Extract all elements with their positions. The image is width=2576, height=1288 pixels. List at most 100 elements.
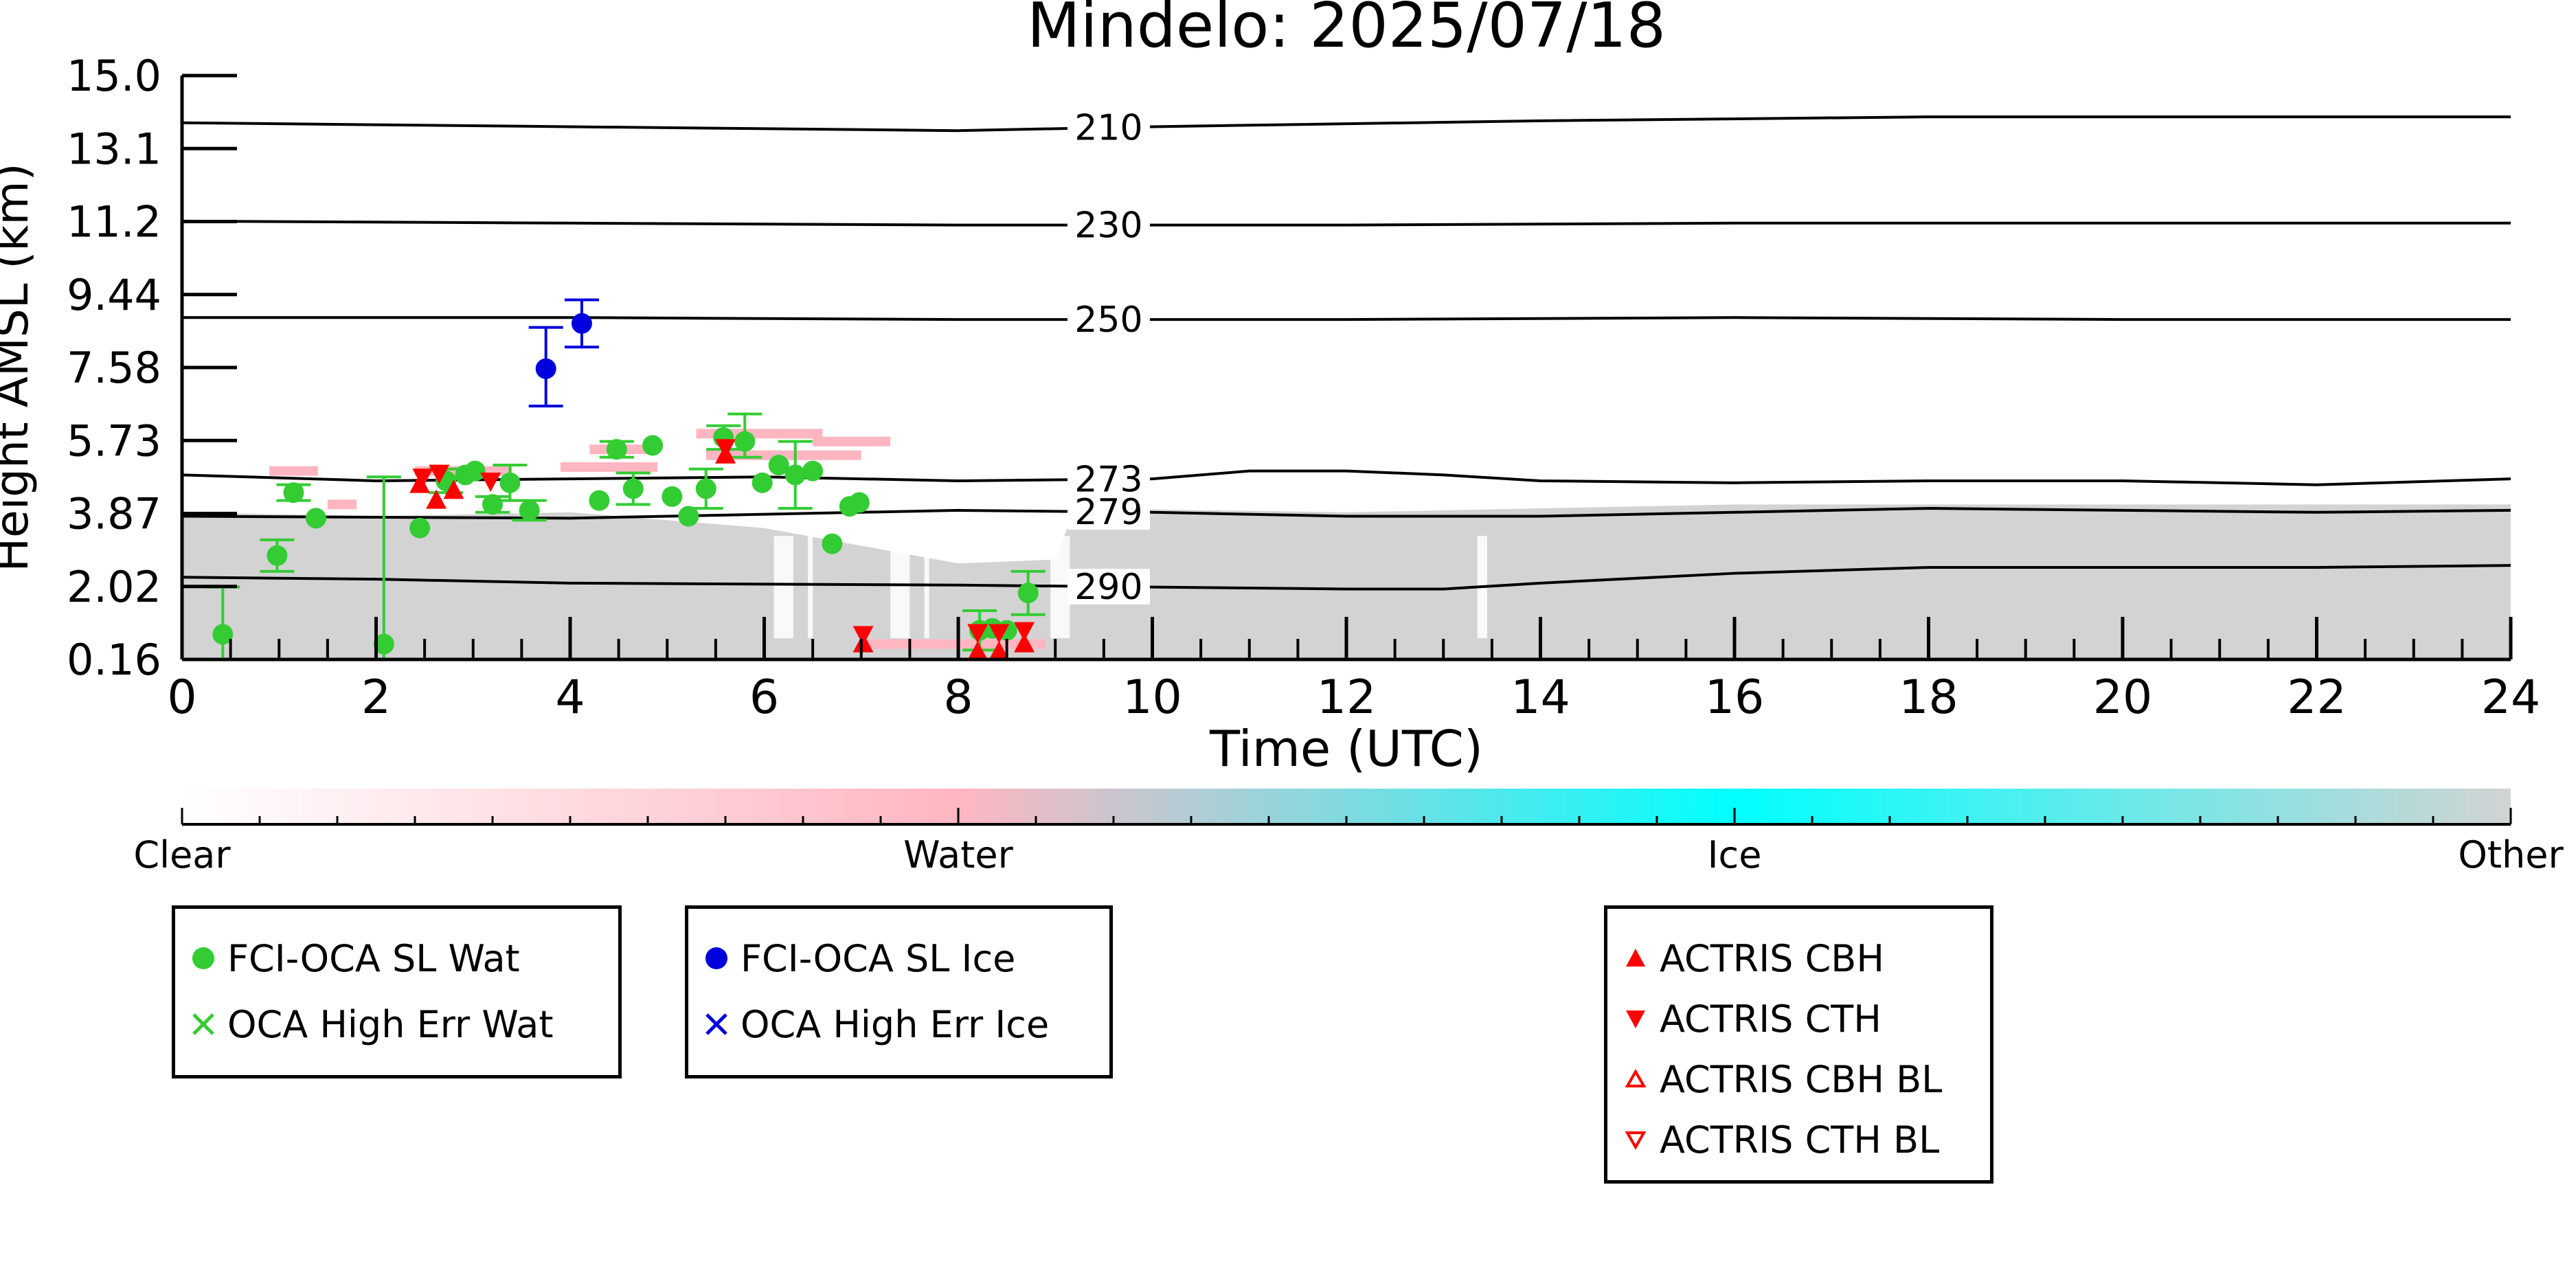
x-tick-label: 4 xyxy=(555,670,585,725)
isotherm-label: 250 xyxy=(1074,300,1142,341)
y-tick-label: 9.44 xyxy=(67,270,161,320)
red-triangle-up-icon xyxy=(1612,945,1660,972)
cbh-marker xyxy=(988,641,1009,659)
x-tick-label: 12 xyxy=(1317,670,1377,725)
y-tick-label: 7.58 xyxy=(67,343,161,393)
clear-gap xyxy=(808,536,813,639)
y-axis-label: Height AMSL (km) xyxy=(0,163,38,572)
data-point xyxy=(373,633,394,655)
x-tick-label: 18 xyxy=(1899,670,1958,725)
isotherm-line xyxy=(182,115,2511,133)
legend-label: ACTRIS CBH xyxy=(1660,936,1884,980)
x-tick-label: 24 xyxy=(2481,670,2541,725)
x-axis-label: Time (UTC) xyxy=(1209,720,1483,778)
cbh-marker xyxy=(967,641,988,659)
clear-gap xyxy=(773,536,793,639)
legend-item: ACTRIS CBH BL xyxy=(1612,1057,1943,1101)
data-point xyxy=(589,490,610,511)
data-point xyxy=(642,435,664,456)
cth-marker xyxy=(967,624,988,644)
data-point xyxy=(768,455,789,476)
cth-marker xyxy=(429,464,450,484)
x-tick-label: 14 xyxy=(1511,670,1570,725)
legend-item: OCA High Err Wat xyxy=(179,1002,554,1046)
isotherm-label-bg xyxy=(1067,494,1150,530)
data-point xyxy=(662,486,683,507)
colorbar-label: Other xyxy=(2458,833,2564,877)
isotherm-label-bg xyxy=(1067,109,1150,146)
red-triangle-up-outline-icon xyxy=(1612,1065,1660,1093)
cbh-marker xyxy=(426,489,447,509)
y-tick-label: 3.87 xyxy=(67,489,161,539)
cth-marker xyxy=(852,626,874,646)
data-point xyxy=(802,460,824,482)
data-point xyxy=(606,439,627,460)
x-tick-label: 6 xyxy=(749,670,779,725)
isotherm-lines xyxy=(182,115,2511,591)
y-tick-label: 13.1 xyxy=(67,124,161,174)
isotherm-line xyxy=(182,469,2511,486)
isotherm-line xyxy=(182,219,2511,227)
blue-x-icon xyxy=(692,1010,741,1038)
water-patch xyxy=(327,499,357,510)
y-tick-label: 2.02 xyxy=(67,562,161,612)
colorbar-label: Water xyxy=(903,833,1013,877)
colorbar-label: Clear xyxy=(133,833,231,877)
data-point xyxy=(848,492,870,513)
isotherm-label: 230 xyxy=(1074,205,1142,247)
legend-item: ACTRIS CTH BL xyxy=(1612,1118,1939,1162)
green-circle-icon xyxy=(179,945,227,972)
data-point xyxy=(1017,583,1039,604)
data-point xyxy=(482,494,503,515)
legend-label: ACTRIS CBH BL xyxy=(1660,1057,1943,1101)
data-point xyxy=(267,545,288,566)
isotherm-label-bg xyxy=(1067,568,1150,605)
y-tick-label: 5.73 xyxy=(67,416,161,466)
isotherm-label-bg xyxy=(1067,302,1150,338)
isotherm-label: 210 xyxy=(1074,108,1142,149)
legend-label: OCA High Err Ice xyxy=(741,1002,1050,1046)
cth-marker xyxy=(480,472,501,492)
data-point xyxy=(283,482,304,504)
isotherm-line xyxy=(182,507,2511,520)
data-point xyxy=(519,499,540,521)
blue-circle-icon xyxy=(692,945,741,972)
isotherm-line xyxy=(182,316,2511,321)
x-tick-label: 0 xyxy=(167,670,196,725)
colorbar-ticks: Clear Water Ice Other xyxy=(133,808,2564,877)
data-point xyxy=(822,533,843,554)
x-tick-label: 10 xyxy=(1122,670,1182,725)
data-point xyxy=(535,358,556,379)
legend-label: FCI-OCA SL Ice xyxy=(741,936,1016,980)
isotherm-label: 273 xyxy=(1074,460,1142,501)
water-patch xyxy=(269,466,318,476)
data-point xyxy=(571,313,592,334)
red-triangle-down-outline-icon xyxy=(1612,1126,1660,1153)
legend-label: ACTRIS CTH xyxy=(1660,997,1882,1041)
legend-label: OCA High Err Wat xyxy=(227,1002,554,1046)
x-tick-label: 22 xyxy=(2287,670,2347,725)
isotherm-label: 279 xyxy=(1074,492,1142,533)
data-point xyxy=(678,506,699,527)
data-point xyxy=(734,431,756,452)
chart-title: Mindelo: 2025/07/18 xyxy=(1027,0,1666,62)
data-markers xyxy=(212,313,1039,659)
cbh-marker xyxy=(409,473,431,493)
green-x-icon xyxy=(179,1010,227,1038)
water-patch xyxy=(560,462,658,472)
x-tick-label: 2 xyxy=(361,670,391,725)
cth-marker xyxy=(1014,622,1035,642)
red-triangle-down-icon xyxy=(1612,1005,1660,1032)
legend-item: ACTRIS CTH xyxy=(1612,997,1882,1041)
colorbar-label: Ice xyxy=(1708,833,1762,877)
cth-marker xyxy=(988,624,1010,644)
data-point xyxy=(212,624,234,645)
clear-gap xyxy=(924,536,929,639)
cth-marker xyxy=(715,439,736,459)
legend-label: FCI-OCA SL Wat xyxy=(227,936,520,980)
cbh-marker xyxy=(1014,633,1035,653)
data-point xyxy=(695,478,716,499)
